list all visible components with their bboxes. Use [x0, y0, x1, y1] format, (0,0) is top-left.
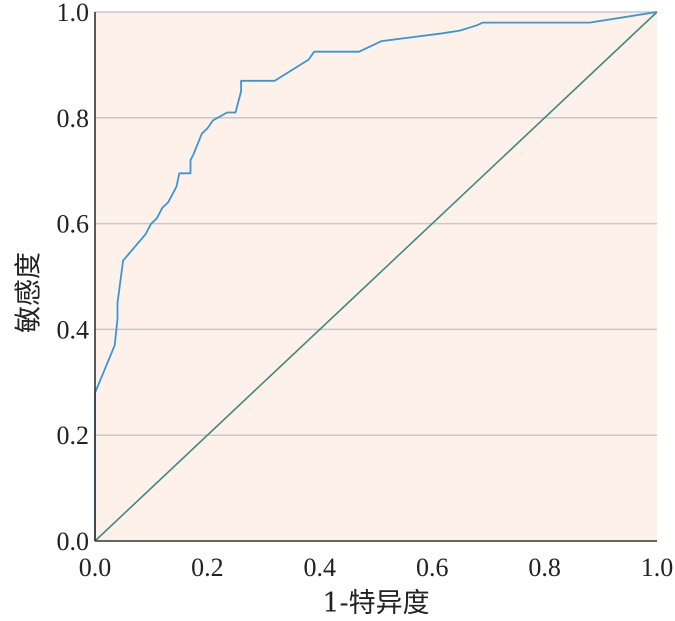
x-axis-ticks: 0.0 0.2 0.4 0.6 0.8 1.0: [79, 553, 674, 582]
y-tick-label-3: 0.6: [57, 210, 90, 239]
y-tick-label-0: 0.0: [57, 527, 90, 556]
x-tick-label-3: 0.6: [416, 553, 449, 582]
reference-diagonal-line: [94, 11, 658, 542]
y-tick-label-4: 0.8: [57, 104, 90, 133]
gridlines: [95, 11, 657, 436]
x-tick-label-4: 0.8: [528, 553, 561, 582]
x-tick-label-0: 0.0: [79, 553, 112, 582]
x-tick-label-2: 0.4: [304, 553, 337, 582]
y-axis-ticks: 0.0 0.2 0.4 0.6 0.8 1.0: [57, 0, 90, 556]
x-tick-label-1: 0.2: [191, 553, 224, 582]
x-axis-title: 1-特异度: [322, 588, 429, 619]
y-tick-label-5: 1.0: [57, 0, 90, 27]
x-tick-label-5: 1.0: [641, 553, 674, 582]
roc-curve: [94, 11, 658, 541]
y-axis-title: 敏感度: [14, 252, 45, 333]
y-tick-label-1: 0.2: [57, 421, 90, 450]
y-tick-label-2: 0.4: [57, 315, 90, 344]
